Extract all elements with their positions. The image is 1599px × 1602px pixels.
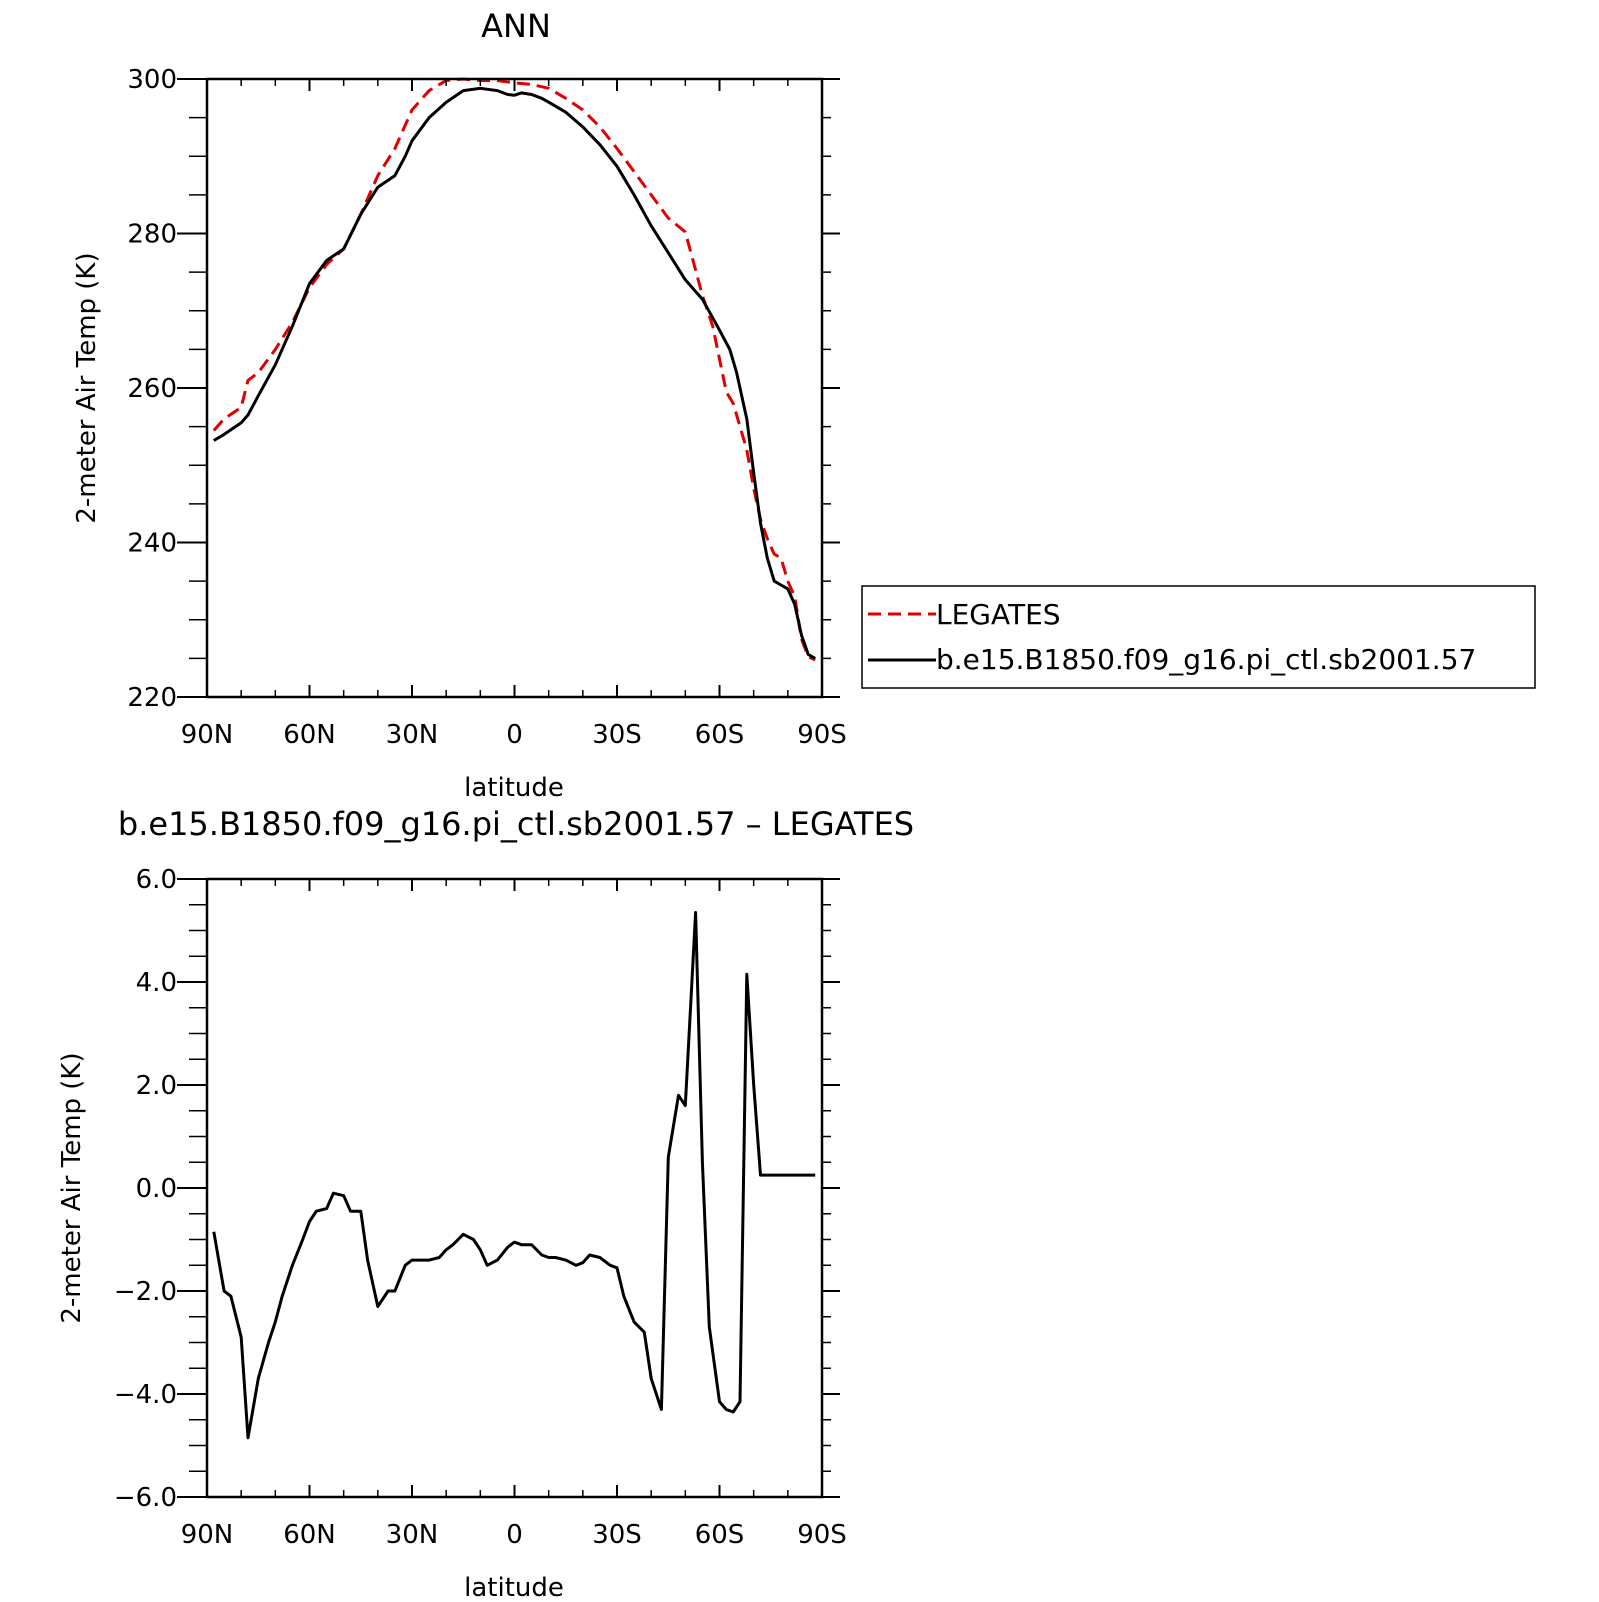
- plot-frame: [205, 877, 824, 1499]
- x-tick-label: 90N: [181, 720, 234, 750]
- x-tick-label: 60S: [695, 720, 745, 750]
- tick-group: 90N 60N 30N 0 30S 60S 90S −6.0 −4.0 −2.0 0.0 2.0 4.0…: [114, 865, 847, 1550]
- y-axis-label: 2-meter Air Temp (K): [57, 1052, 87, 1323]
- x-tick-label: 60N: [283, 720, 336, 750]
- y-tick-label: 300: [127, 65, 177, 95]
- y-tick-label: 240: [127, 529, 177, 559]
- y-tick-label: 4.0: [136, 968, 177, 998]
- legend-label-model: b.e15.B1850.f09_g16.pi_ctl.sb2001.57: [936, 643, 1476, 676]
- x-tick-label: 30N: [386, 720, 439, 750]
- panel-annual-temperature: ANN 90N 60N 30N 0 30S 60S 90S 220 240 260 280 300 2…: [72, 7, 847, 803]
- y-tick-label: 0.0: [136, 1174, 177, 1204]
- series-line-difference: [212, 911, 816, 1440]
- series-group: [212, 911, 816, 1440]
- x-tick-label: 0: [506, 1520, 523, 1550]
- y-axis-label: 2-meter Air Temp (K): [72, 252, 102, 523]
- legend-box: [861, 585, 1536, 689]
- x-tick-label: 30S: [592, 1520, 642, 1550]
- y-tick-label: 2.0: [136, 1071, 177, 1101]
- y-tick-label: −2.0: [114, 1277, 177, 1307]
- x-axis-label: latitude: [464, 773, 564, 803]
- y-tick-label: −6.0: [114, 1483, 177, 1513]
- x-tick-label: 0: [506, 720, 523, 750]
- chart-title: ANN: [481, 7, 551, 45]
- series-line-legates: [212, 77, 816, 662]
- x-tick-label: 30S: [592, 720, 642, 750]
- y-tick-label: 220: [127, 683, 177, 713]
- series-line-b-e15-b1850-f09-g16-pi-ctl-sb2001-57: [213, 86, 816, 660]
- y-tick-label: 280: [127, 220, 177, 250]
- y-tick-label: 6.0: [136, 865, 177, 895]
- x-tick-label: 60N: [283, 1520, 336, 1550]
- x-tick-label: 90S: [797, 1520, 847, 1550]
- x-tick-label: 90S: [797, 720, 847, 750]
- tick-group: 90N 60N 30N 0 30S 60S 90S 220 240 260 280 300: [127, 65, 846, 750]
- legend: LEGATES b.e15.B1850.f09_g16.pi_ctl.sb200…: [861, 585, 1536, 689]
- x-tick-label: 30N: [386, 1520, 439, 1550]
- panel-difference: b.e15.B1850.f09_g16.pi_ctl.sb2001.57 – L…: [57, 805, 914, 1602]
- legend-label-legates: LEGATES: [936, 598, 1061, 631]
- x-axis-label: latitude: [464, 1573, 564, 1602]
- plot-frame: [205, 77, 824, 699]
- y-tick-label: 260: [127, 374, 177, 404]
- series-group: [212, 77, 816, 662]
- x-tick-label: 60S: [695, 1520, 745, 1550]
- difference-title: b.e15.B1850.f09_g16.pi_ctl.sb2001.57 – L…: [118, 805, 914, 843]
- x-tick-label: 90N: [181, 1520, 234, 1550]
- y-tick-label: −4.0: [114, 1380, 177, 1410]
